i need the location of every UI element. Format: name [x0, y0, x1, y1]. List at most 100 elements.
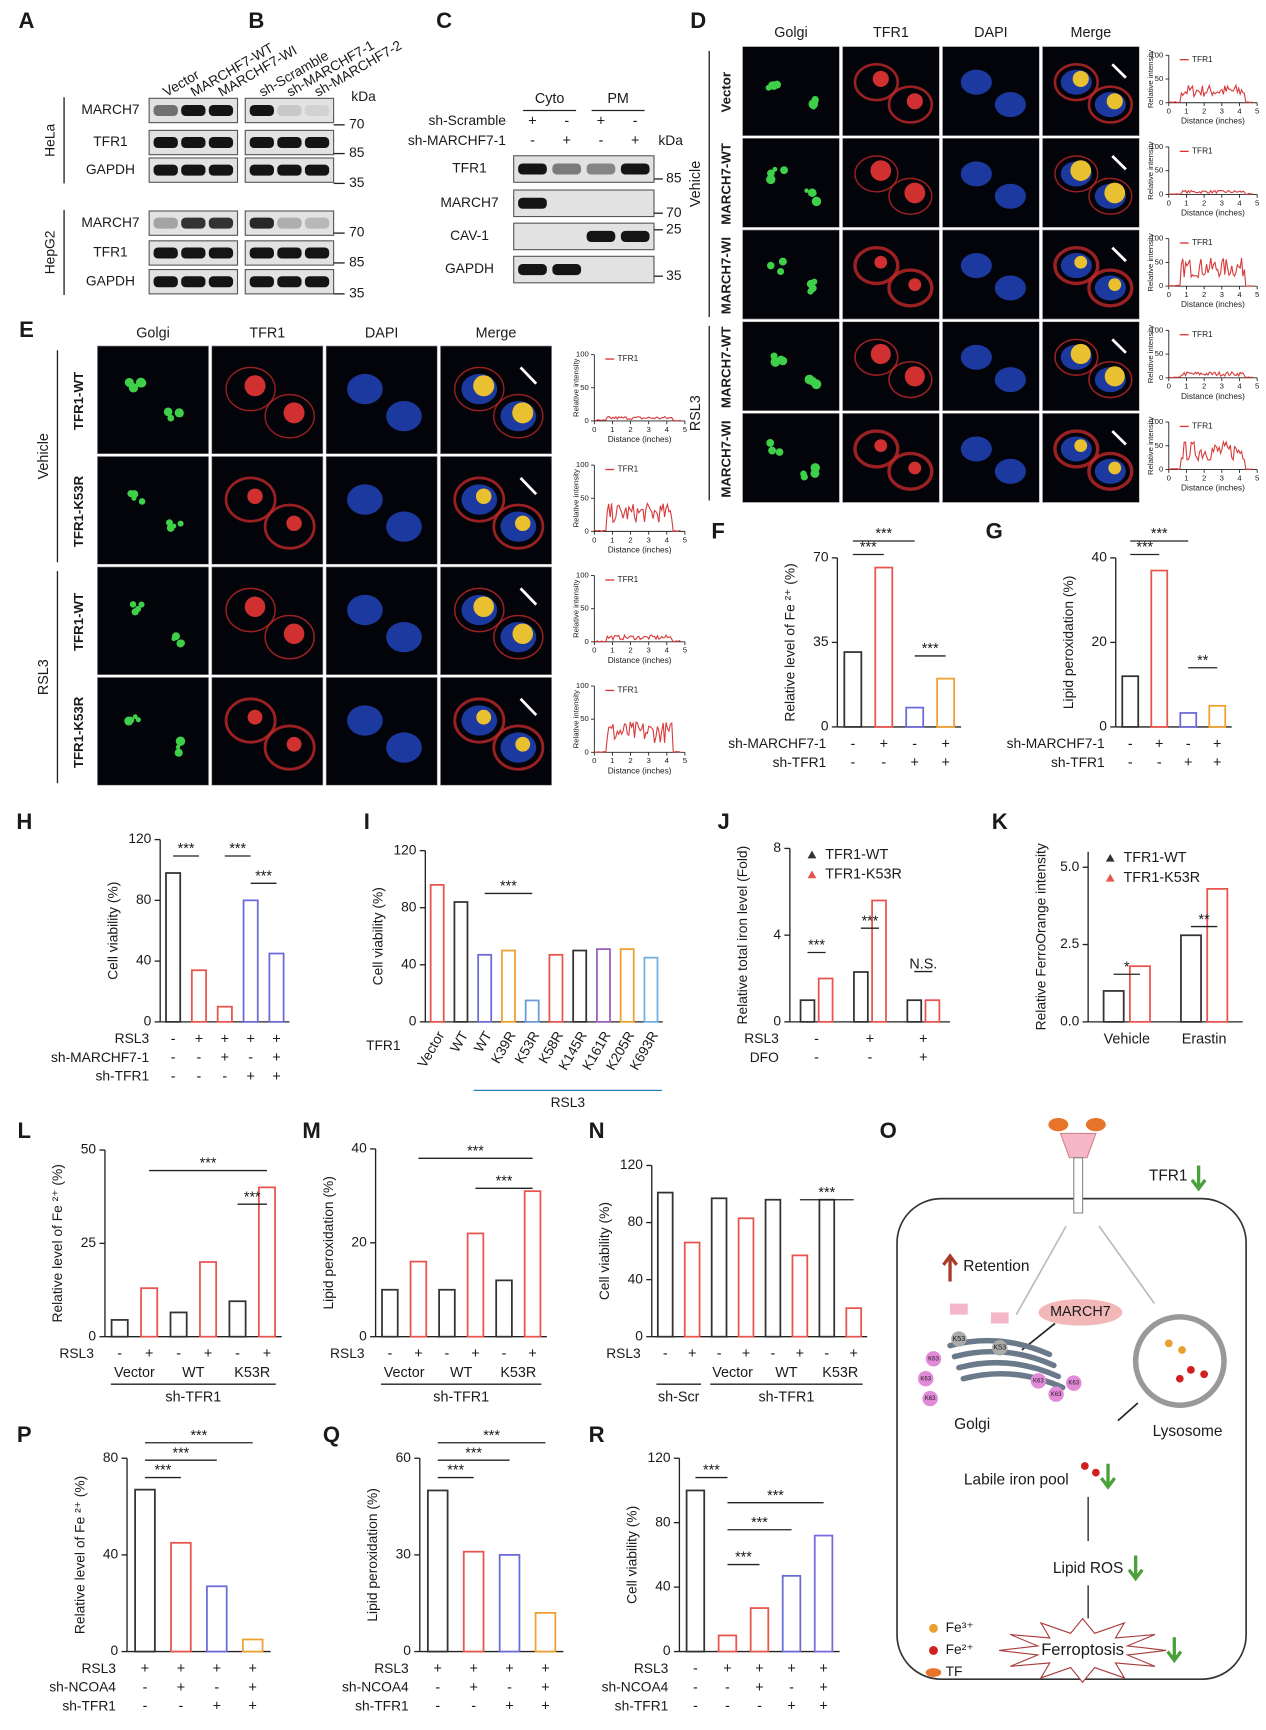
tfr1-spot — [908, 278, 922, 292]
golgi-spot — [766, 174, 776, 185]
panel-letter: Q — [323, 1422, 340, 1447]
condition-sign: - — [850, 755, 855, 771]
bar — [799, 999, 816, 1023]
tfr1-spot — [1074, 255, 1088, 269]
tfr1-spot — [1072, 70, 1089, 87]
micrograph-bg — [97, 456, 209, 565]
profile-tick-label: 3 — [1220, 290, 1224, 299]
condition-sign: + — [145, 1346, 153, 1362]
sig-label: *** — [200, 1156, 217, 1172]
treatment-label: RSL3 — [36, 659, 52, 695]
micrograph-bg — [97, 345, 209, 455]
condition-label: RSL3 — [634, 1661, 669, 1676]
chain-label: K63 — [928, 1356, 939, 1362]
tfr1-spot — [1070, 160, 1092, 181]
profile-tick-label: 3 — [1220, 382, 1224, 391]
condition-sign: + — [819, 1661, 827, 1677]
profile-tick-label: 0 — [1159, 98, 1163, 107]
tfr1-signal — [264, 614, 315, 660]
site-label: K53 — [993, 1344, 1006, 1352]
condition-sign: - — [912, 736, 917, 752]
bar — [228, 1300, 247, 1338]
blot-band — [249, 136, 274, 149]
golgi-spot — [166, 524, 175, 532]
marker-label: 35 — [349, 175, 365, 190]
legend-label: TFR1-K53R — [1123, 870, 1200, 886]
y-tick-label: 35 — [813, 634, 829, 649]
tfr1-spot — [904, 182, 926, 204]
down-arrow — [1100, 1463, 1116, 1490]
blot-band — [620, 230, 650, 242]
condition-sign: - — [717, 1346, 722, 1362]
panel-letter: A — [19, 8, 35, 33]
profile-tick-label: 50 — [580, 714, 589, 723]
iron-dot — [1092, 1468, 1100, 1477]
profile-x-label: Distance (inches) — [1181, 117, 1245, 126]
bar — [845, 1307, 863, 1338]
golgi-spot — [804, 374, 815, 385]
y-tick-label: 0 — [773, 1014, 781, 1029]
profile-tick-label: 1 — [610, 646, 614, 655]
sig-label: *** — [922, 641, 939, 657]
micrograph-bg — [211, 345, 324, 455]
y-tick-label: 0 — [635, 1328, 643, 1343]
tfr1-signal — [454, 366, 505, 412]
profile-tick-label: 5 — [683, 646, 687, 655]
golgi-spot — [138, 601, 145, 608]
blot-band — [181, 247, 206, 259]
tfr1-signal — [853, 63, 900, 102]
iron-dot — [1175, 1374, 1184, 1383]
sig-label: *** — [178, 841, 195, 857]
panel-letter: N — [589, 1118, 605, 1143]
tfr1-signal — [888, 360, 933, 399]
blot-band — [586, 163, 616, 175]
condition-sign: - — [693, 1680, 698, 1696]
profile-tick-label: 100 — [1150, 142, 1163, 151]
micrograph-bg — [942, 413, 1040, 503]
nucleus — [994, 458, 1026, 484]
bar — [501, 949, 516, 1023]
scan-line — [1111, 246, 1127, 263]
condition-sign: + — [195, 1031, 203, 1047]
channel-label: TFR1 — [249, 325, 285, 341]
condition-sign: + — [541, 1680, 549, 1696]
tfr1-spot — [515, 736, 531, 752]
row-label: TFR1-WT — [71, 593, 86, 651]
iron-dot — [1187, 1365, 1195, 1374]
tfr1-spot — [1070, 343, 1091, 365]
profile-tick-label: 50 — [1155, 74, 1164, 83]
tfr1-spot — [283, 402, 305, 424]
micrograph-bg — [942, 229, 1040, 320]
sig-label: *** — [496, 1174, 513, 1190]
bar — [905, 706, 925, 728]
profile-tick-label: 0 — [1167, 473, 1171, 482]
blot-band — [277, 217, 302, 229]
condition-sign: + — [819, 1680, 827, 1696]
golgi-spot — [800, 473, 808, 481]
condition-sign: + — [177, 1680, 185, 1696]
micrograph-bg — [440, 345, 552, 455]
y-tick-label: 25 — [81, 1235, 97, 1250]
bar — [257, 1186, 276, 1338]
micrograph-bg — [742, 138, 840, 228]
golgi-spot — [175, 744, 181, 750]
micrograph — [942, 321, 1040, 411]
condition-sign: + — [141, 1661, 149, 1677]
profile-tick-label: 2 — [1202, 473, 1206, 482]
profile-tick-label: 4 — [1237, 382, 1242, 391]
y-tick-label: 40 — [136, 953, 152, 968]
blot-band — [620, 163, 650, 175]
condition-sign: + — [919, 1050, 927, 1066]
profile-tick-label: 5 — [1255, 198, 1259, 207]
tfr1-signal — [493, 393, 544, 439]
blot-band — [304, 164, 330, 176]
condition-sign: - — [435, 1680, 440, 1696]
y-tick-label: 40 — [628, 1271, 644, 1286]
blot-band — [304, 247, 330, 259]
profile-tick-label: 0 — [1159, 281, 1163, 290]
y-axis-label: Lipid peroxidation (%) — [1061, 576, 1076, 709]
treatment-label: Vehicle — [688, 161, 704, 207]
golgi-spot — [772, 166, 778, 172]
blot-band — [277, 164, 302, 176]
bar — [1180, 934, 1202, 1023]
